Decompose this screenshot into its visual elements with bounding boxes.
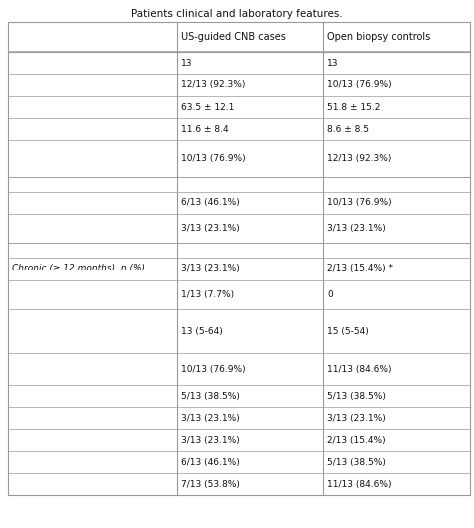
Text: 5/13 (38.5%): 5/13 (38.5%)	[181, 392, 239, 401]
Text: 13 (5-64): 13 (5-64)	[181, 327, 222, 336]
Text: Episodically persistent (2–12 months), n
(%): Episodically persistent (2–12 months), n…	[12, 282, 193, 303]
Text: 2/13 (15.4%): 2/13 (15.4%)	[327, 436, 386, 445]
Text: 5/13 (38.5%): 5/13 (38.5%)	[327, 392, 386, 401]
Text: Anti-Ro/SSA and/or anti-La/SSB positive,
n (%): Anti-Ro/SSA and/or anti-La/SSB positive,…	[12, 356, 192, 376]
Text: Chronic (≥ 12 months), n (%): Chronic (≥ 12 months), n (%)	[12, 264, 145, 273]
Text: 10/13 (76.9%): 10/13 (76.9%)	[327, 80, 392, 90]
Text: 7/13 (53.8%): 7/13 (53.8%)	[181, 480, 239, 489]
Text: 11/13 (84.6%): 11/13 (84.6%)	[327, 365, 392, 374]
Text: 6/13 (46.1%): 6/13 (46.1%)	[181, 198, 239, 207]
Text: US-guided CNB cases: US-guided CNB cases	[181, 32, 285, 42]
Text: Parotid gland enlargement: Parotid gland enlargement	[12, 180, 133, 189]
Text: Cryoglobulinemia, n (%): Cryoglobulinemia, n (%)	[12, 414, 121, 423]
Text: Submandibular gland enlargement: Submandibular gland enlargement	[12, 246, 170, 255]
Text: 2/13 (15.4%) *: 2/13 (15.4%) *	[327, 264, 393, 273]
Text: 12/13 (92.3%): 12/13 (92.3%)	[181, 80, 245, 90]
Text: 12/13 (92.3%): 12/13 (92.3%)	[327, 154, 392, 163]
Text: Chronic (≥ 12 months), n (%): Chronic (≥ 12 months), n (%)	[12, 198, 145, 207]
Text: 1/13 (7.7%): 1/13 (7.7%)	[181, 290, 234, 299]
Text: 10/13 (76.9%): 10/13 (76.9%)	[327, 198, 392, 207]
Text: Open biopsy controls: Open biopsy controls	[327, 32, 430, 42]
Text: Lymphadenopathy, n (%): Lymphadenopathy, n (%)	[12, 392, 125, 401]
Text: Number of patients: Number of patients	[12, 59, 100, 68]
Text: 13: 13	[327, 59, 338, 68]
Text: 3/13 (23.1%): 3/13 (23.1%)	[181, 436, 239, 445]
Text: Episodically persistent (2–12 months), n
(%): Episodically persistent (2–12 months), n…	[12, 216, 193, 237]
Text: 51.8 ± 15.2: 51.8 ± 15.2	[327, 102, 381, 111]
Text: 3/13 (23.1%): 3/13 (23.1%)	[181, 224, 239, 233]
Text: Disease duration, years, mean ± SD: Disease duration, years, mean ± SD	[12, 125, 176, 134]
Text: Serum monoclonal component, n (%): Serum monoclonal component, n (%)	[12, 458, 181, 467]
Text: Cryoglobulinemic vasculitis, n (%): Cryoglobulinemic vasculitis, n (%)	[12, 436, 165, 445]
Bar	[8, 22, 470, 495]
Text: 13: 13	[181, 59, 192, 68]
Text: 5/13 (38.5%): 5/13 (38.5%)	[327, 458, 386, 467]
Text: 11.6 ± 8.4: 11.6 ± 8.4	[181, 125, 228, 134]
Text: Duration of parotid and/or
submandibular swelling at the time of
biopsy, months,: Duration of parotid and/or submandibular…	[12, 313, 183, 344]
Text: 3/13 (23.1%): 3/13 (23.1%)	[181, 264, 239, 273]
Text: 8.6 ± 8.5: 8.6 ± 8.5	[327, 125, 369, 134]
Text: 15 (5-54): 15 (5-54)	[327, 327, 369, 336]
Text: 63.5 ± 12.1: 63.5 ± 12.1	[181, 102, 234, 111]
Text: 10/13 (76.9%): 10/13 (76.9%)	[181, 154, 245, 163]
Text: 3/13 (23.1%): 3/13 (23.1%)	[327, 224, 386, 233]
Text: Gender, female, n (%): Gender, female, n (%)	[12, 80, 111, 90]
Text: 10/13 (76.9%): 10/13 (76.9%)	[181, 365, 245, 374]
Text: 3/13 (23.1%): 3/13 (23.1%)	[327, 414, 386, 423]
Text: 0: 0	[327, 290, 333, 299]
Text: Age at evaluation, years, mean ± SD: Age at evaluation, years, mean ± SD	[12, 102, 179, 111]
Text: 11/13 (84.6%): 11/13 (84.6%)	[327, 480, 392, 489]
Text: Rheumatoid factor positive, n (%): Rheumatoid factor positive, n (%)	[12, 480, 164, 489]
Text: Patients clinical and laboratory features.: Patients clinical and laboratory feature…	[131, 9, 343, 19]
Text: Fulfilment of ACR-EULAR classification
criteria for pSS, n (%): Fulfilment of ACR-EULAR classification c…	[12, 143, 184, 163]
Text: 6/13 (46.1%): 6/13 (46.1%)	[181, 458, 239, 467]
Text: 3/13 (23.1%): 3/13 (23.1%)	[181, 414, 239, 423]
